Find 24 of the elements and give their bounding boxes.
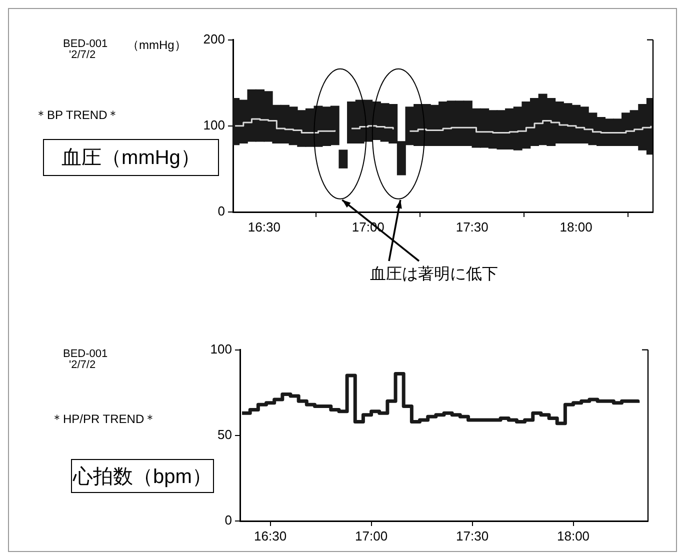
y-tick-label: 50 <box>218 426 232 442</box>
x-tick-label: 17:30 <box>456 528 489 544</box>
x-tick-label: 16:30 <box>254 528 287 544</box>
text: ＊BP TREND＊ <box>35 108 120 122</box>
x-tick-label: 16:30 <box>248 219 280 234</box>
y-tick-label: 100 <box>203 117 225 132</box>
x-tick-label: 17:00 <box>355 528 388 544</box>
text: ＊HP/PR TREND＊ <box>51 412 156 426</box>
text: '2/7/2 <box>69 49 96 61</box>
y-axis-title: （mmHg） <box>127 38 186 52</box>
x-tick-label: 18:00 <box>560 219 592 234</box>
text: 血圧は著明に低下 <box>370 266 498 283</box>
y-tick-label: 0 <box>224 512 232 528</box>
text: '2/7/2 <box>69 359 96 371</box>
text: BED-001 <box>63 348 108 360</box>
bar <box>338 150 348 168</box>
text: BED-001 <box>63 38 108 50</box>
y-tick-label: 100 <box>210 341 232 356</box>
x-tick-label: 18:00 <box>556 528 590 544</box>
text: 血圧（mmHg） <box>43 139 219 176</box>
y-tick-label: 0 <box>218 204 225 219</box>
y-tick-label: 200 <box>203 31 225 46</box>
x-tick-label: 17:30 <box>456 219 488 234</box>
text: 心拍数（bpm） <box>71 459 214 493</box>
